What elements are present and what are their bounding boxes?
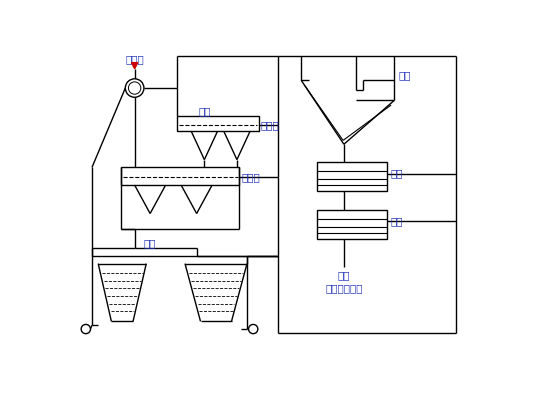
Text: 分流: 分流: [144, 238, 156, 248]
Bar: [317, 210, 387, 239]
Circle shape: [249, 324, 258, 334]
Bar: [177, 116, 258, 131]
Text: 重产物: 重产物: [261, 120, 280, 130]
Text: 溢流: 溢流: [398, 70, 411, 80]
Text: 尾矿: 尾矿: [338, 270, 350, 280]
Text: 原料煮: 原料煮: [125, 54, 144, 64]
Circle shape: [81, 324, 90, 334]
Text: 精矿: 精矿: [390, 216, 403, 226]
Text: 轻产物: 轻产物: [241, 172, 260, 182]
Polygon shape: [131, 63, 138, 69]
Text: 喷水: 喷水: [198, 106, 211, 116]
Text: 去煮泥水系统: 去煮泥水系统: [325, 283, 362, 293]
Bar: [122, 167, 239, 185]
Circle shape: [125, 79, 144, 97]
Text: 精矿: 精矿: [390, 168, 403, 178]
Bar: [317, 162, 387, 191]
